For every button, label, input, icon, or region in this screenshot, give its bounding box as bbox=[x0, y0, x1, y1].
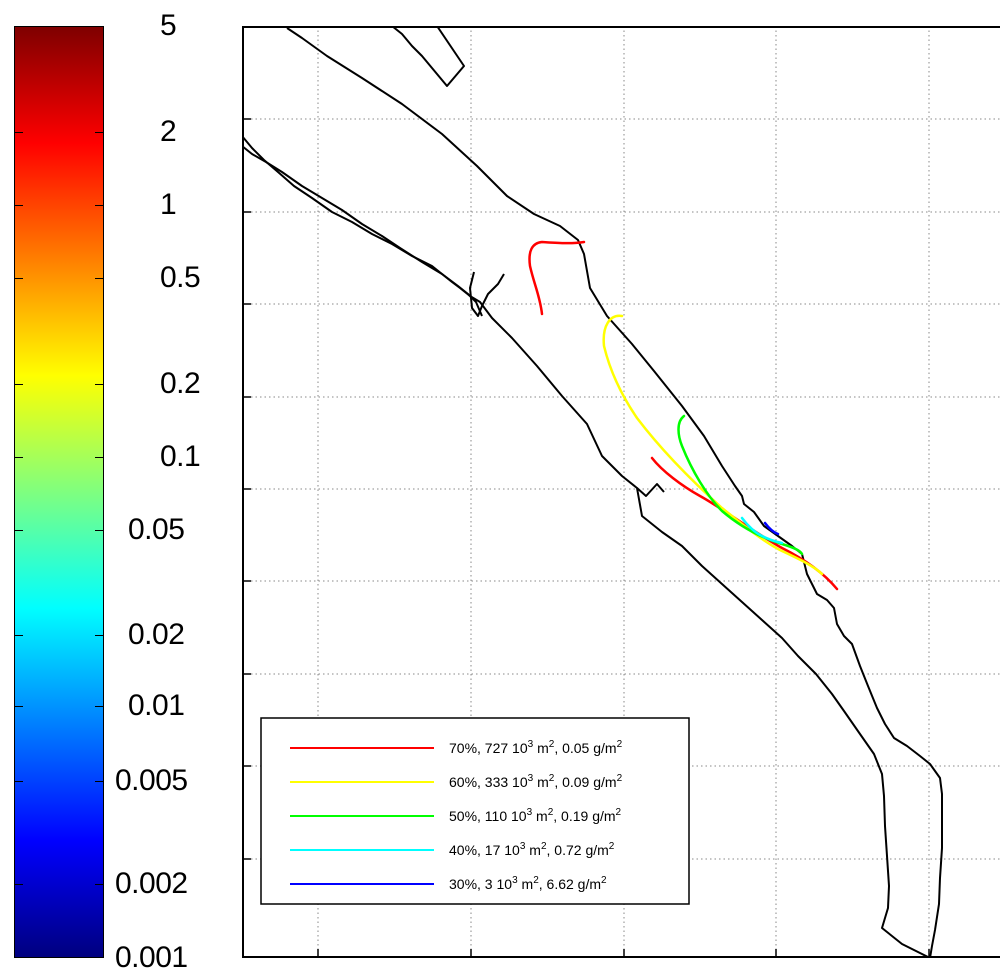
colorbar-tick bbox=[14, 205, 23, 206]
colorbar-tick-label: 1 bbox=[160, 188, 177, 221]
colorbar-tick bbox=[95, 530, 104, 531]
colorbar-tick-label: 0.2 bbox=[160, 367, 201, 400]
colorbar-tick bbox=[95, 781, 104, 782]
colorbar-tick bbox=[14, 781, 23, 782]
contour-30 bbox=[763, 521, 780, 536]
contour-50 bbox=[677, 414, 804, 556]
colorbar-tick bbox=[95, 635, 104, 636]
legend-entry-label: 50%, 110 103 m2, 0.19 g/m2 bbox=[449, 807, 622, 824]
colorbar-tick-label: 0.001 bbox=[115, 941, 188, 974]
legend-entry-label: 70%, 727 103 m2, 0.05 g/m2 bbox=[449, 739, 623, 756]
colorbar-tick bbox=[14, 457, 23, 458]
colorbar-tick bbox=[95, 132, 104, 133]
map-plot: 70%, 727 103 m2, 0.05 g/m2 60%, 333 103 m… bbox=[242, 26, 1000, 958]
legend-entry-label: 40%, 17 103 m2, 0.72 g/m2 bbox=[449, 841, 615, 858]
colorbar bbox=[14, 26, 104, 958]
legend: 70%, 727 103 m2, 0.05 g/m2 60%, 333 103 m… bbox=[260, 717, 690, 905]
contour-40 bbox=[740, 516, 784, 545]
legend-entry-label: 60%, 333 103 m2, 0.09 g/m2 bbox=[449, 773, 623, 790]
colorbar-tick bbox=[95, 205, 104, 206]
colorbar-tick bbox=[95, 457, 104, 458]
colorbar-tick-label: 0.005 bbox=[115, 764, 188, 797]
contour-60 bbox=[602, 314, 824, 576]
colorbar-tick bbox=[14, 706, 23, 707]
colorbar-tick bbox=[14, 132, 23, 133]
contour-70 bbox=[528, 240, 586, 316]
colorbar-tick bbox=[14, 384, 23, 385]
colorbar-tick bbox=[14, 278, 23, 279]
colorbar-tick bbox=[95, 384, 104, 385]
colorbar-tick-label: 0.02 bbox=[128, 618, 185, 651]
colorbar-tick-label: 5 bbox=[160, 9, 177, 42]
colorbar-tick bbox=[95, 706, 104, 707]
colorbar-tick-label: 0.5 bbox=[160, 261, 201, 294]
colorbar-tick-label: 2 bbox=[160, 115, 177, 148]
colorbar-tick bbox=[14, 884, 23, 885]
colorbar-tick-label: 0.05 bbox=[128, 513, 185, 546]
colorbar-tick bbox=[95, 278, 104, 279]
contour-70 bbox=[650, 456, 839, 591]
plot-frame bbox=[242, 26, 1000, 958]
colorbar-tick-label: 0.002 bbox=[115, 867, 188, 900]
channel-outline bbox=[242, 26, 943, 958]
colorbar-tick bbox=[14, 530, 23, 531]
legend-entry-label: 30%, 3 103 m2, 6.62 g/m2 bbox=[449, 875, 607, 892]
colorbar-tick bbox=[95, 884, 104, 885]
colorbar-tick-label: 0.01 bbox=[128, 689, 185, 722]
colorbar-tick bbox=[14, 635, 23, 636]
contours bbox=[528, 240, 839, 591]
colorbar-tick-label: 0.1 bbox=[160, 440, 201, 473]
